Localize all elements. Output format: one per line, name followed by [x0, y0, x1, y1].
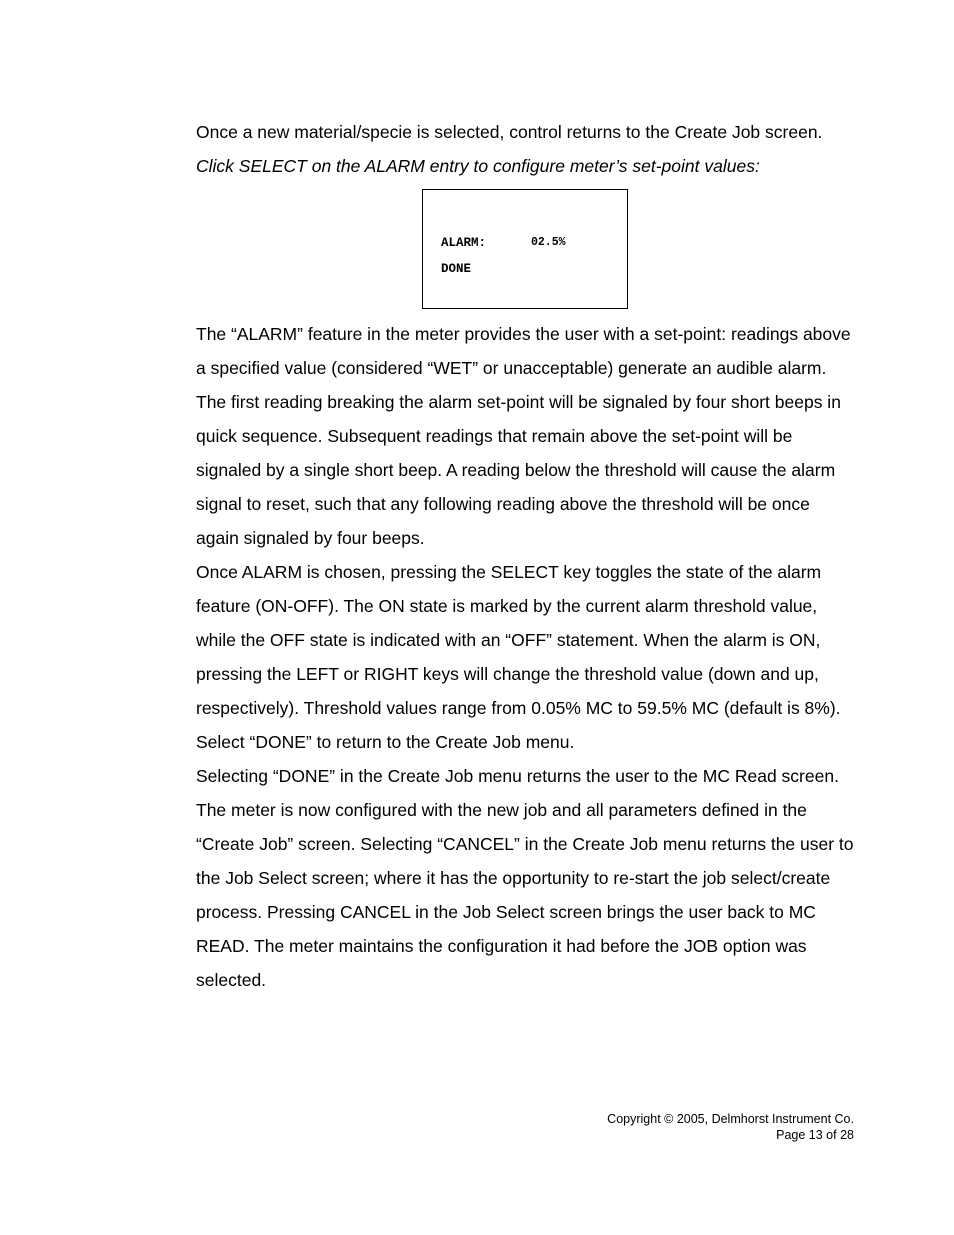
footer-page-number: Page 13 of 28 [607, 1127, 854, 1143]
paragraph-intro: Once a new material/specie is selected, … [196, 115, 854, 149]
paragraph-selecting-done: Selecting “DONE” in the Create Job menu … [196, 759, 854, 997]
screen-alarm-value: 02.5% [531, 236, 566, 249]
screen-alarm-label: ALARM: [441, 236, 486, 250]
screen-done-label: DONE [441, 262, 471, 276]
paragraph-select-done: Select “DONE” to return to the Create Jo… [196, 725, 854, 759]
paragraph-once-alarm: Once ALARM is chosen, pressing the SELEC… [196, 555, 854, 725]
alarm-screen-diagram: ALARM: 02.5% DONE [422, 189, 628, 309]
page-footer: Copyright © 2005, Delmhorst Instrument C… [607, 1111, 854, 1143]
paragraph-first-reading: The first reading breaking the alarm set… [196, 385, 854, 555]
paragraph-alarm-feature: The “ALARM” feature in the meter provide… [196, 317, 854, 385]
paragraph-click-select: Click SELECT on the ALARM entry to confi… [196, 149, 854, 183]
document-page: Once a new material/specie is selected, … [0, 0, 954, 1235]
footer-copyright: Copyright © 2005, Delmhorst Instrument C… [607, 1111, 854, 1127]
